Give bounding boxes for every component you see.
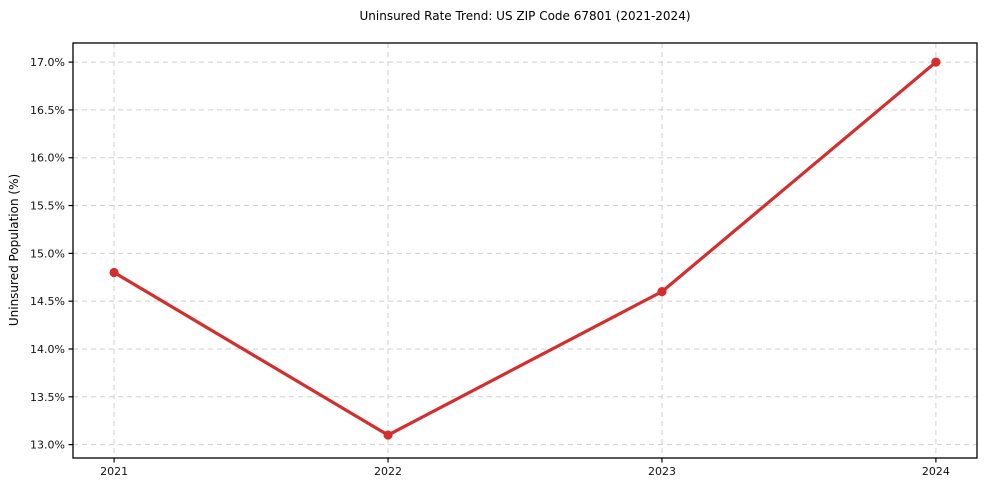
- data-point: [109, 267, 119, 278]
- plot-border: [72, 42, 978, 459]
- y-tick-label: 16.0%: [30, 152, 65, 165]
- y-tick-label: 16.5%: [30, 104, 65, 117]
- trend-line: [112, 60, 938, 437]
- y-tick-label: 14.5%: [30, 295, 65, 308]
- y-tick-label: 13.5%: [30, 391, 65, 404]
- y-tick-label: 15.5%: [30, 200, 65, 213]
- data-point: [931, 57, 941, 67]
- y-tick-label: 13.0%: [30, 439, 65, 452]
- y-tick-label: 14.0%: [30, 343, 65, 356]
- x-tick-label: 2022: [374, 465, 402, 478]
- chart-title: Uninsured Rate Trend: US ZIP Code 67801 …: [359, 9, 691, 23]
- x-tick-label: 2023: [648, 465, 676, 478]
- y-tick-label: 15.0%: [30, 247, 65, 260]
- y-tick-label: 17.0%: [30, 56, 65, 69]
- data-point: [657, 287, 667, 297]
- x-tick-label: 2024: [922, 465, 950, 478]
- x-tick-label: 2021: [100, 465, 128, 478]
- data-point: [383, 430, 393, 440]
